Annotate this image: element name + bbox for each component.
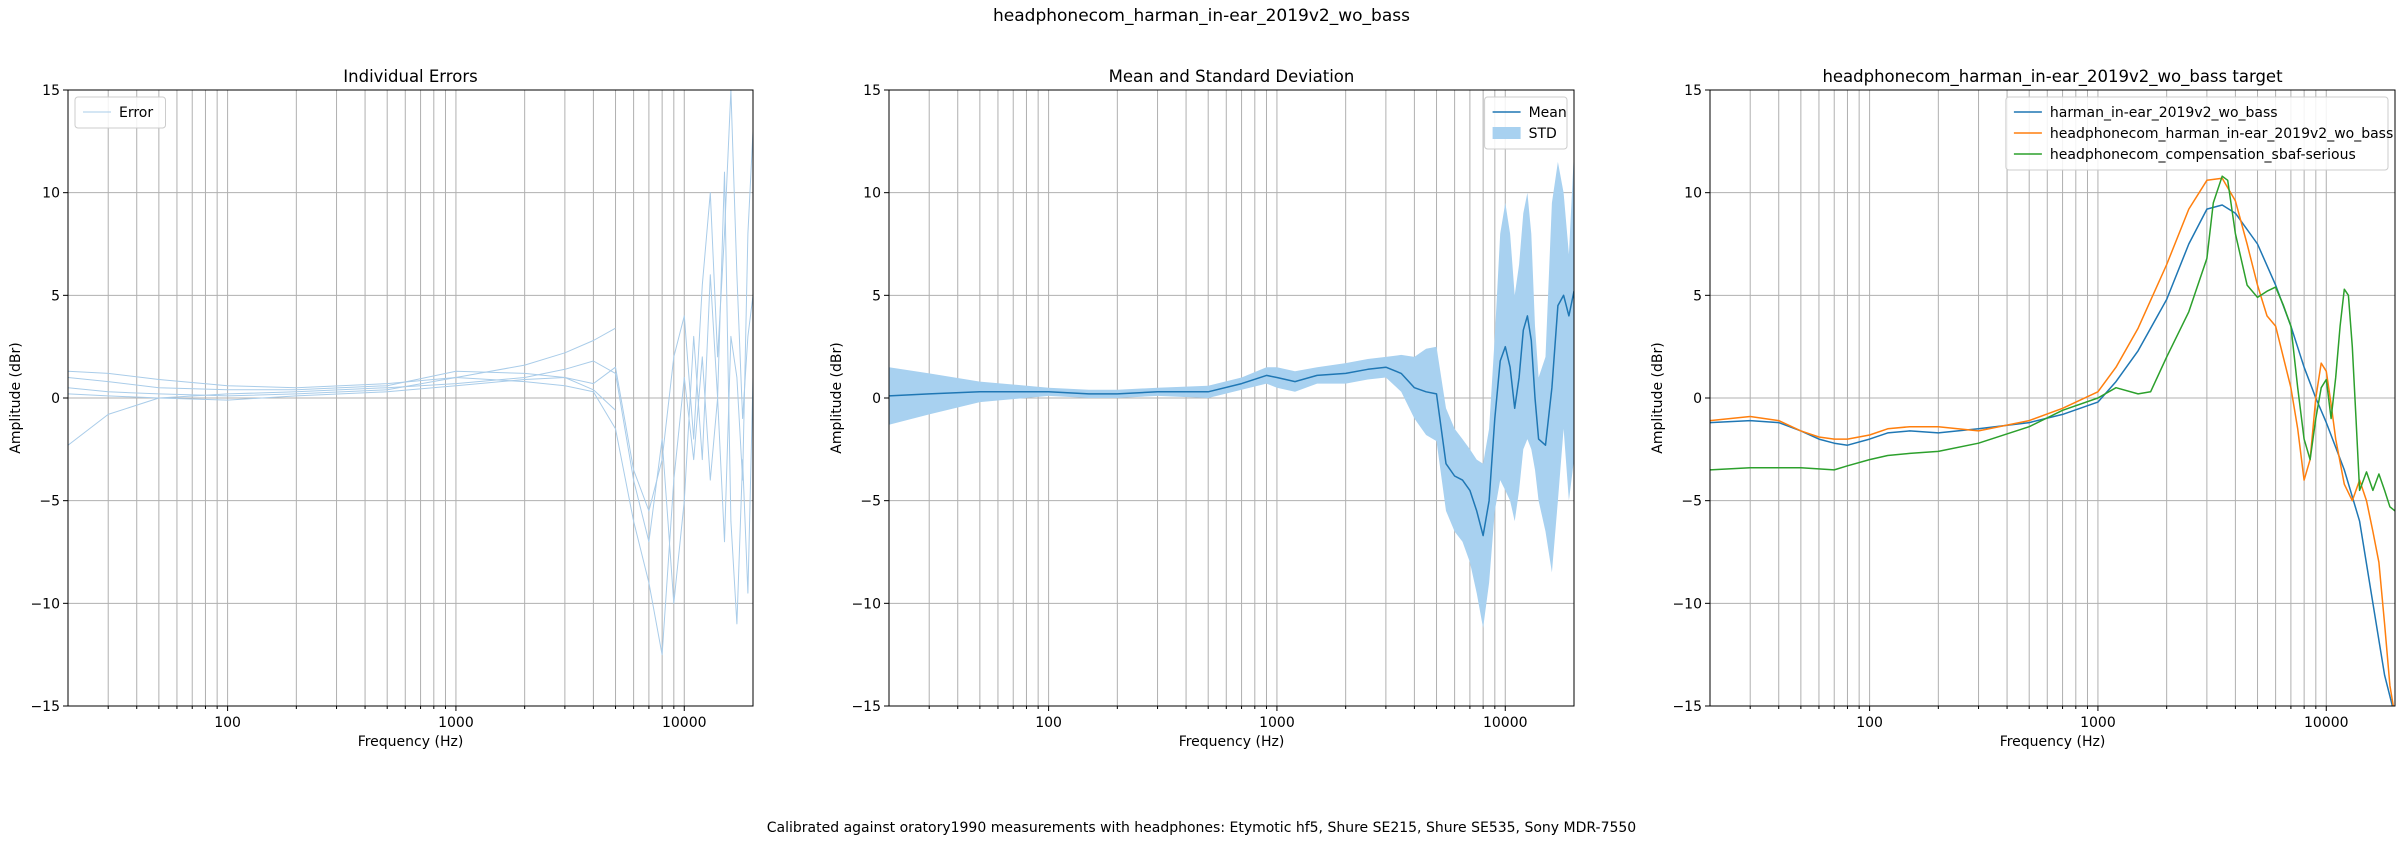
series-line (68, 90, 753, 512)
x-tick-label: 1000 (1259, 715, 1295, 731)
y-tick-label: −15 (851, 699, 881, 715)
y-axis-label: Amplitude (dBr) (1650, 342, 1666, 453)
series-line (1710, 204, 2394, 706)
y-tick-label: 5 (872, 288, 881, 304)
y-axis-label: Amplitude (dBr) (829, 342, 845, 453)
series-line (68, 377, 616, 411)
x-tick-label: 10000 (662, 715, 707, 731)
chart-title: Mean and Standard Deviation (1109, 67, 1355, 86)
x-tick-label: 100 (1035, 715, 1062, 731)
y-tick-label: 0 (872, 391, 881, 407)
legend-swatch (1492, 127, 1521, 139)
y-tick-label: 15 (863, 83, 881, 99)
chart-title: headphonecom_harman_in-ear_2019v2_wo_bas… (1822, 67, 2283, 87)
chart-panel-3: 15 10 5 0 −5 −10 −15 100 1000 10000 headphonecom_h… (1650, 67, 2396, 750)
series-line (889, 291, 1574, 537)
x-axis-label: Frequency (Hz) (1179, 734, 1285, 750)
y-tick-label: 15 (42, 83, 60, 99)
legend: Mean STD (1484, 96, 1568, 150)
x-tick-label: 1000 (438, 715, 474, 731)
x-tick-label: 100 (1856, 715, 1883, 731)
legend-box (74, 96, 166, 129)
std-band (889, 151, 1574, 628)
legend-box (2005, 96, 2389, 171)
x-tick-label: 1000 (2080, 715, 2116, 731)
legend-label: harman_in-ear_2019v2_wo_bass (2050, 105, 2278, 121)
chart-title: Individual Errors (343, 67, 477, 86)
y-tick-label: 10 (42, 186, 60, 202)
series-line (68, 171, 753, 656)
legend-label: Error (119, 105, 153, 121)
y-axis-label: Amplitude (dBr) (8, 342, 24, 453)
legend-label: STD (1529, 126, 1557, 142)
y-tick-label: −5 (39, 494, 60, 510)
y-tick-label: −10 (851, 596, 881, 612)
y-tick-label: −15 (30, 699, 60, 715)
series-line (68, 327, 616, 389)
y-tick-label: −10 (1672, 596, 1702, 612)
figure-suptitle: headphonecom_harman_in-ear_2019v2_wo_bas… (993, 6, 1410, 26)
series-line (68, 131, 753, 604)
y-tick-label: 5 (51, 288, 60, 304)
y-tick-label: 0 (1693, 391, 1702, 407)
legend-label: headphonecom_compensation_sbaf-serious (2050, 147, 2356, 163)
legend-label: Mean (1529, 105, 1567, 121)
x-tick-label: 10000 (2304, 715, 2349, 731)
y-tick-label: −5 (1681, 494, 1702, 510)
legend-label: headphonecom_harman_in-ear_2019v2_wo_bas… (2050, 126, 2393, 142)
legend: harman_in-ear_2019v2_wo_bass headphonecom… (2005, 96, 2393, 171)
plot-area (889, 151, 1574, 628)
legend: Error (74, 96, 166, 129)
y-tick-label: −15 (1672, 699, 1702, 715)
chart-panel-2: 15 10 5 0 −5 −10 −15 100 1000 10000 Mean and Stand… (829, 67, 1575, 750)
plot-area (68, 90, 753, 656)
y-tick-label: −5 (860, 494, 881, 510)
x-tick-label: 100 (214, 715, 241, 731)
figure-footnote: Calibrated against oratory1990 measureme… (766, 820, 1637, 836)
y-tick-label: −10 (30, 596, 60, 612)
plot-area (1710, 175, 2395, 706)
y-tick-label: 10 (863, 186, 881, 202)
series-line (1710, 177, 2395, 706)
y-tick-label: 0 (51, 391, 60, 407)
x-tick-label: 10000 (1483, 715, 1528, 731)
y-tick-label: 5 (1693, 288, 1702, 304)
y-tick-label: 15 (1684, 83, 1702, 99)
series-line (1710, 175, 2395, 512)
chart-panel-1: 15 10 5 0 −5 −10 −15 100 1000 10000 Individual Err… (8, 67, 754, 750)
x-axis-label: Frequency (Hz) (358, 734, 464, 750)
y-tick-label: 10 (1684, 186, 1702, 202)
x-axis-label: Frequency (Hz) (2000, 734, 2106, 750)
